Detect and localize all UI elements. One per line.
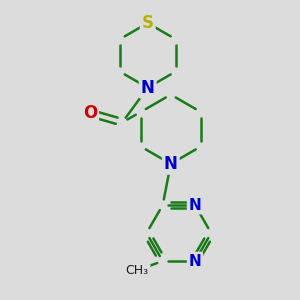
Text: CH₃: CH₃ [126, 264, 149, 277]
Text: N: N [141, 79, 154, 97]
Text: S: S [142, 14, 154, 32]
Text: N: N [164, 155, 178, 173]
Text: O: O [83, 104, 97, 122]
Text: N: N [189, 254, 201, 268]
Text: N: N [189, 198, 201, 213]
